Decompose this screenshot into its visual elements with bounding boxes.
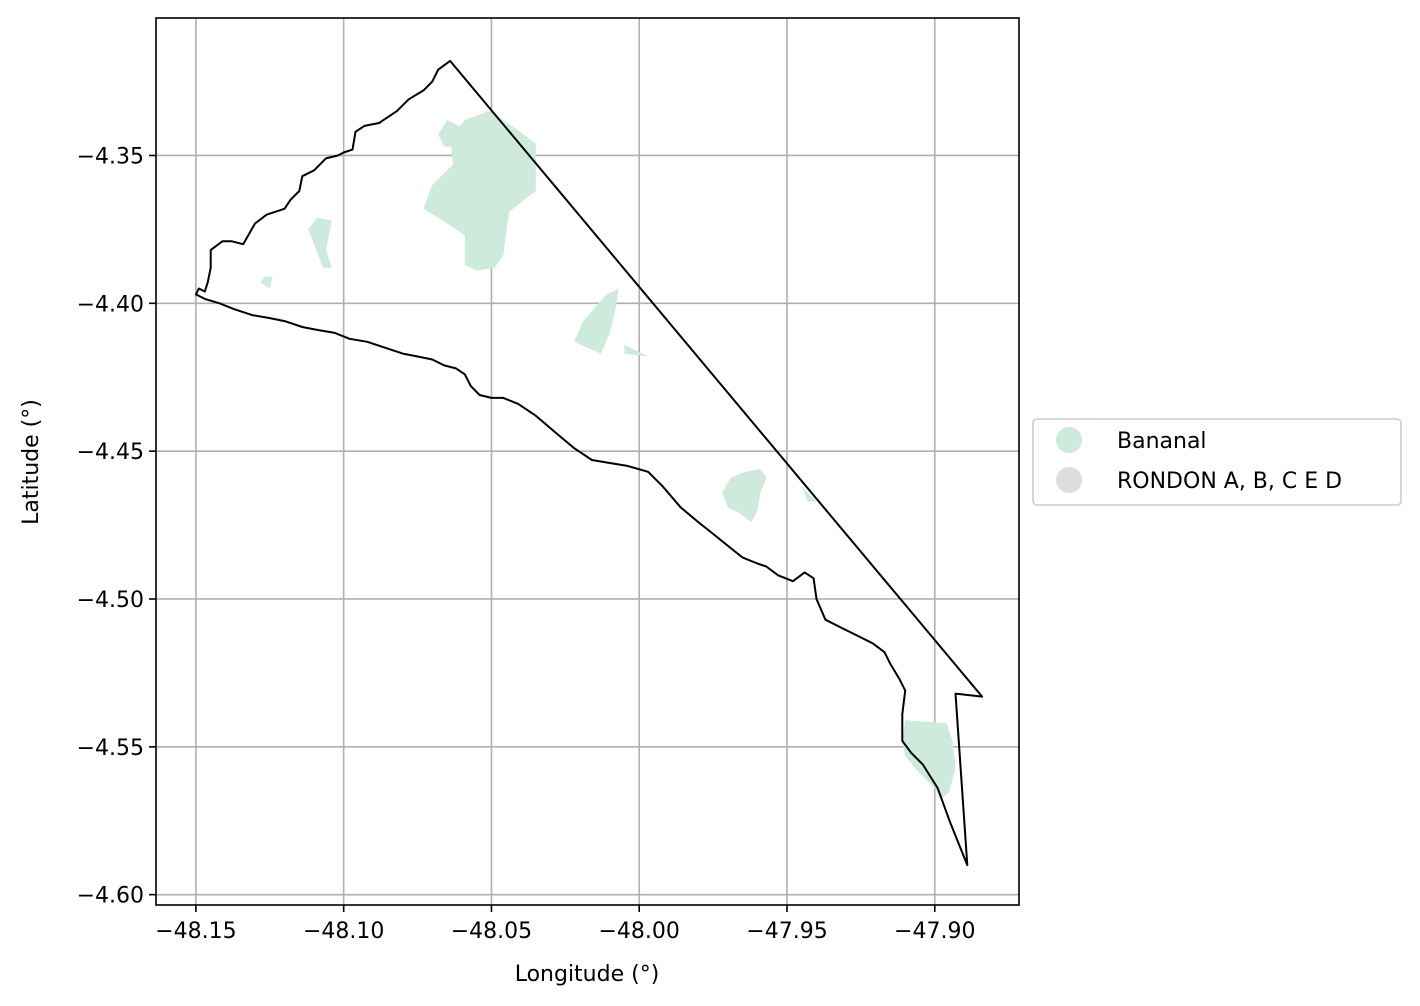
legend-marker [1056, 467, 1082, 493]
axis-ticks: −48.15 −48.10 −48.05 −48.00 −47.95 −47.90 −4.3… [77, 144, 976, 944]
land-parcels [260, 111, 956, 800]
x-axis-label: Longitude (°) [515, 962, 660, 987]
municipality-boundary [194, 59, 984, 867]
legend-label: Bananal [1117, 429, 1207, 454]
legend: Bananal RONDON A, B, C E D [1032, 418, 1402, 506]
y-tick-label: −4.40 [77, 292, 144, 317]
y-axis-label: Latitude (°) [19, 399, 44, 525]
y-tick-label: −4.35 [77, 144, 144, 169]
boundary-outline [194, 59, 984, 867]
x-tick-label: −47.90 [894, 919, 975, 944]
y-tick-label: −4.45 [77, 440, 144, 465]
legend-box [1032, 418, 1402, 506]
x-tick-label: −48.10 [303, 919, 384, 944]
x-tick-label: −48.15 [155, 919, 236, 944]
y-tick-label: −4.50 [77, 588, 144, 613]
bananal-parcel [260, 276, 273, 289]
legend-marker [1056, 427, 1082, 453]
bananal-parcel [574, 288, 619, 354]
x-tick-label: −48.00 [599, 919, 680, 944]
y-tick-label: −4.55 [77, 736, 144, 761]
bananal-parcel [624, 344, 649, 357]
bananal-parcel [308, 217, 332, 268]
bananal-parcel [438, 120, 459, 147]
plot-frame [155, 17, 1020, 906]
y-tick-label: −4.60 [77, 884, 144, 909]
bananal-parcel [801, 486, 817, 502]
bananal-parcel [902, 720, 956, 800]
bananal-parcel [722, 468, 767, 523]
x-tick-label: −47.95 [746, 919, 827, 944]
bananal-parcel [423, 111, 536, 271]
x-tick-label: −48.05 [451, 919, 532, 944]
legend-label: RONDON A, B, C E D [1117, 469, 1342, 494]
